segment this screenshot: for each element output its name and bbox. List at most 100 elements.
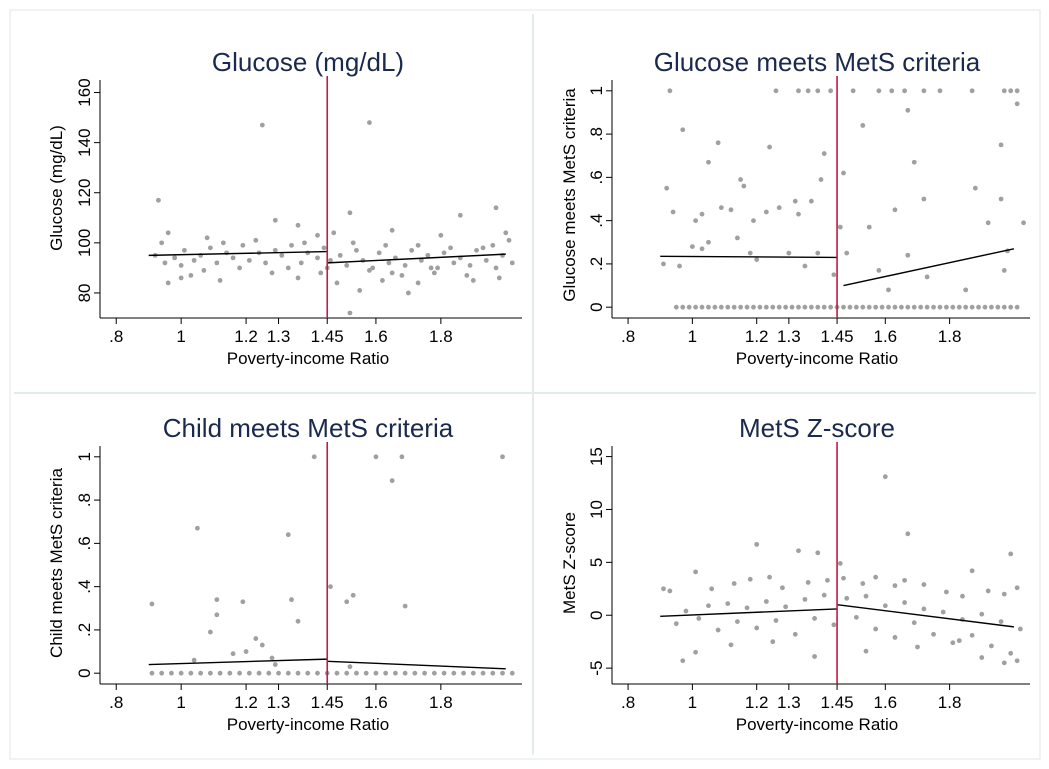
data-point — [328, 257, 333, 263]
data-point — [220, 240, 226, 246]
data-point — [661, 261, 666, 267]
data-point — [731, 304, 737, 310]
data-point — [347, 664, 353, 670]
data-point — [969, 632, 975, 638]
data-point — [243, 649, 249, 654]
data-point — [715, 140, 721, 146]
data-point — [892, 304, 898, 310]
x-tick-label: 1.2 — [234, 693, 258, 712]
data-point — [844, 595, 850, 601]
data-point — [461, 670, 466, 676]
data-point — [763, 599, 769, 604]
data-point — [699, 246, 705, 252]
x-tick-label: 1.45 — [311, 693, 344, 712]
data-point — [969, 568, 975, 574]
data-point — [985, 220, 991, 226]
data-point — [334, 280, 340, 286]
data-point — [706, 239, 711, 245]
data-point — [747, 250, 753, 256]
x-tick-label: 1.3 — [777, 693, 801, 712]
fit-line — [660, 255, 838, 259]
data-point — [754, 541, 760, 547]
fit-line — [327, 253, 506, 264]
data-point — [667, 88, 673, 94]
data-point — [985, 588, 991, 594]
data-point — [706, 159, 711, 165]
data-point — [285, 670, 291, 676]
data-point — [207, 245, 213, 251]
data-point — [405, 290, 411, 296]
data-point — [344, 262, 350, 268]
data-point — [399, 273, 405, 278]
data-point — [315, 255, 320, 261]
data-point — [431, 270, 437, 276]
data-point — [886, 287, 891, 293]
data-point — [998, 196, 1004, 202]
data-point — [269, 270, 275, 276]
data-point — [328, 584, 333, 590]
data-point — [431, 670, 437, 676]
panel-title: Glucose (mg/dL) — [212, 47, 404, 77]
data-point — [480, 670, 486, 676]
data-point — [451, 260, 457, 266]
data-point — [773, 88, 779, 94]
x-tick-label: 1.8 — [938, 327, 962, 346]
data-point — [757, 304, 763, 310]
data-point — [725, 601, 731, 607]
data-point — [863, 593, 869, 599]
data-point — [744, 304, 750, 310]
y-axis-label: MetS Z-score — [560, 512, 579, 614]
data-point — [898, 304, 904, 310]
data-point — [812, 616, 817, 621]
data-point — [1014, 88, 1020, 94]
data-point — [259, 122, 265, 128]
data-point — [853, 304, 859, 310]
x-tick-label: 1 — [688, 693, 697, 712]
data-point — [905, 107, 911, 113]
data-point — [860, 123, 866, 128]
data-point — [165, 230, 171, 236]
data-point — [470, 278, 476, 283]
data-point — [483, 257, 489, 263]
data-point — [1001, 88, 1007, 94]
data-point — [412, 670, 418, 676]
data-point — [892, 635, 898, 640]
data-point — [905, 304, 911, 310]
data-point — [1008, 304, 1014, 310]
data-point — [246, 670, 252, 676]
y-tick-label: .4 — [587, 214, 606, 228]
data-point — [728, 642, 734, 648]
data-point — [354, 247, 359, 253]
data-point — [1008, 650, 1014, 656]
data-point — [715, 627, 721, 633]
data-point — [178, 262, 184, 268]
data-point — [500, 454, 505, 460]
x-tick-label: 1 — [176, 693, 185, 712]
figure-frame — [9, 9, 1041, 760]
data-point — [921, 582, 927, 587]
data-point — [269, 655, 275, 661]
data-point — [331, 230, 337, 236]
data-point — [879, 304, 885, 310]
data-point — [493, 205, 499, 211]
y-tick-label: 5 — [587, 558, 606, 567]
x-axis-label: Poverty-income Ratio — [227, 349, 390, 368]
data-point — [873, 304, 879, 310]
y-tick-label: 10 — [587, 500, 606, 519]
data-point — [337, 252, 343, 258]
data-point — [860, 581, 866, 586]
data-point — [298, 260, 304, 266]
data-point — [503, 230, 509, 236]
x-tick-label: 1.6 — [873, 693, 897, 712]
data-point — [393, 670, 398, 676]
data-point — [191, 657, 197, 663]
y-tick-label: 1 — [587, 86, 606, 95]
data-point — [976, 304, 981, 310]
data-point — [670, 209, 676, 215]
data-point — [263, 260, 268, 266]
y-axis-label: Child meets MetS criteria — [47, 468, 66, 658]
data-point — [279, 252, 285, 258]
data-point — [712, 304, 718, 310]
data-point — [837, 561, 843, 566]
